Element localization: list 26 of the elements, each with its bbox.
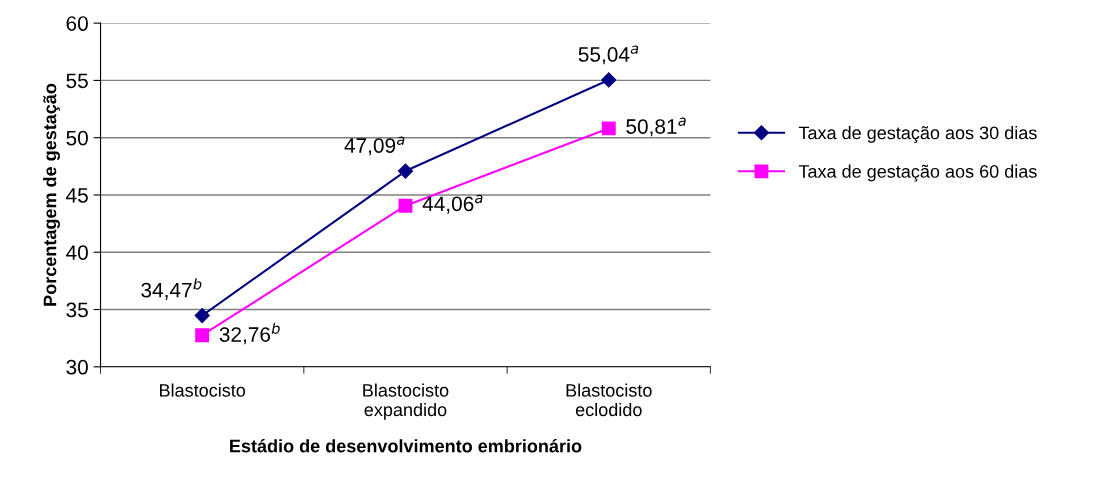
data-label: 44,06$^{a}$: [422, 194, 483, 214]
point: [194, 308, 210, 324]
y-tick-label: 40: [66, 245, 88, 260]
x-tick-label: Blastocisto expandido: [363, 383, 449, 420]
data-label: 34,47$^{b}$: [141, 278, 202, 300]
legend-label: Taxa de gestação aos 30 dias: [798, 125, 1037, 143]
y-axis-title: Porcentagem de gestação: [43, 83, 60, 306]
y-tick-label: 30: [66, 359, 88, 375]
point: [397, 163, 414, 179]
point: [601, 121, 616, 136]
data-label: 32,76$^{b}$: [219, 322, 280, 345]
y-tick-label: 55: [66, 73, 88, 89]
y-tick-label: 45: [66, 188, 88, 203]
data-label: 55,04$^{a}$: [578, 45, 639, 65]
point: [398, 198, 413, 213]
y-tick-label: 35: [66, 302, 88, 318]
x-axis-title: Estádio de desenvolvimento embrionário: [230, 439, 582, 453]
data-label: 47,09$^{a}$: [344, 136, 405, 156]
legend-label: Taxa de gestação aos 60 dias: [798, 164, 1037, 182]
y-tick-label: 60: [66, 16, 88, 31]
point: [601, 72, 617, 88]
data-label: 50,81$^{a}$: [626, 117, 686, 137]
x-tick-label: Blastocisto: [160, 383, 246, 397]
x-tick-label: Blastocisto eclodido: [566, 383, 652, 417]
y-tick-label: 50: [66, 130, 88, 146]
point: [195, 328, 210, 343]
